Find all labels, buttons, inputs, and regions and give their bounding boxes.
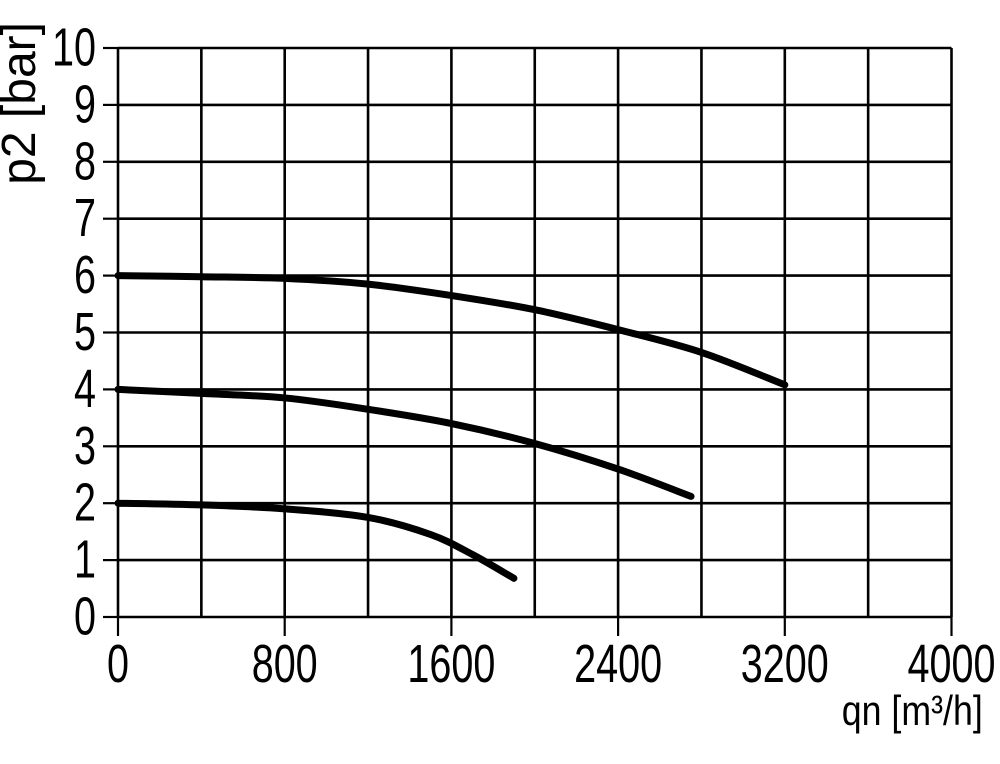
svg-text:4000: 4000 xyxy=(908,634,996,694)
svg-text:qn [m³/h]: qn [m³/h] xyxy=(842,687,983,734)
svg-text:8: 8 xyxy=(74,131,96,191)
svg-text:10: 10 xyxy=(52,18,96,78)
svg-text:800: 800 xyxy=(252,634,318,694)
svg-text:0: 0 xyxy=(74,587,96,647)
svg-text:6: 6 xyxy=(74,245,96,305)
svg-text:5: 5 xyxy=(74,302,96,362)
svg-text:p2 [bar]: p2 [bar] xyxy=(0,22,46,185)
svg-text:1600: 1600 xyxy=(407,634,495,694)
svg-text:2400: 2400 xyxy=(574,634,662,694)
svg-text:1: 1 xyxy=(74,530,96,590)
svg-text:0: 0 xyxy=(107,634,129,694)
svg-text:2: 2 xyxy=(74,473,96,533)
svg-text:3200: 3200 xyxy=(741,634,829,694)
svg-text:3: 3 xyxy=(74,416,96,476)
svg-text:7: 7 xyxy=(74,188,96,248)
svg-text:9: 9 xyxy=(74,74,96,134)
svg-text:4: 4 xyxy=(74,359,96,419)
